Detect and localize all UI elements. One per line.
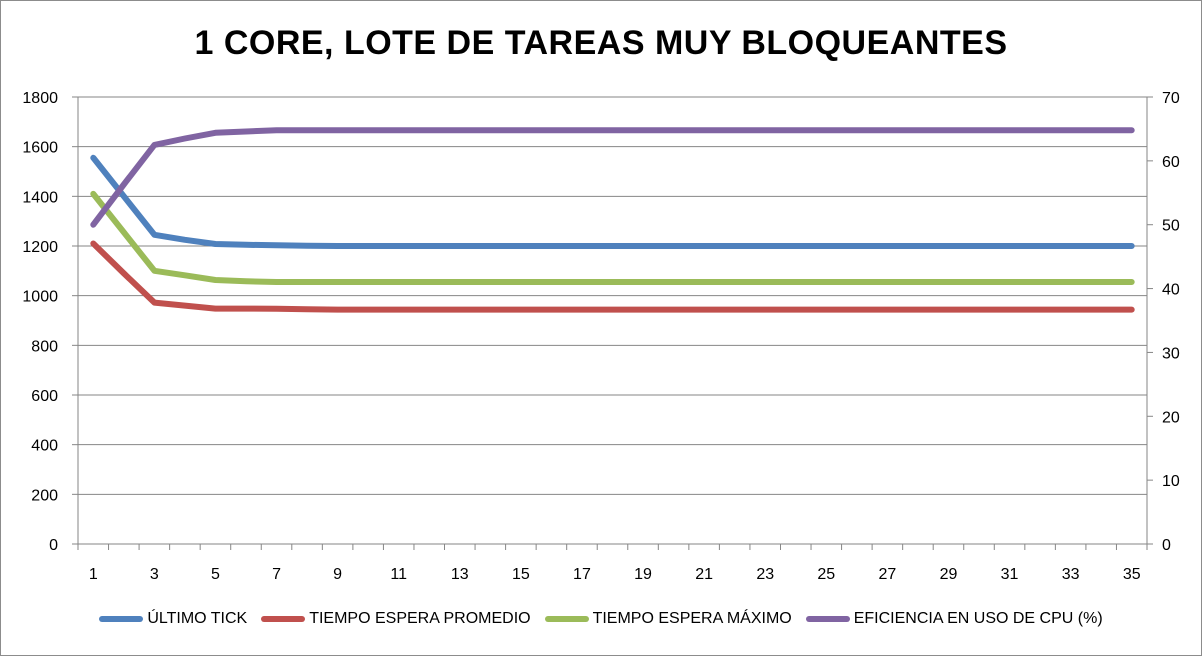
x-tick-label: 11 — [390, 566, 407, 583]
series-line-tiempo-espera-m-ximo — [90, 190, 1135, 285]
y-left-tick-label: 200 — [31, 487, 58, 504]
x-tick-label: 17 — [573, 566, 591, 583]
y-left-tick-label: 1600 — [22, 140, 58, 157]
y-right-tick-label: 60 — [1162, 154, 1180, 171]
x-tick-label: 35 — [1123, 566, 1141, 583]
x-tick-label: 3 — [150, 566, 159, 583]
x-tick-label: 31 — [1001, 566, 1019, 583]
y-right-tick-label: 30 — [1162, 345, 1180, 362]
legend-label: TIEMPO ESPERA PROMEDIO — [309, 610, 531, 627]
y-left-tick-label: 1000 — [22, 289, 58, 306]
y-left-tick-label: 800 — [31, 338, 58, 355]
chart-title: 1 CORE, LOTE DE TAREAS MUY BLOQUEANTES — [194, 24, 1008, 62]
series-line-ltimo-tick — [90, 154, 1135, 249]
legend-swatch — [805, 616, 850, 622]
y-right-tick-label: 70 — [1162, 90, 1180, 107]
y-left-tick-label: 400 — [31, 438, 58, 455]
x-tick-label: 27 — [878, 566, 896, 583]
y-left-tick-label: 1800 — [22, 90, 58, 107]
y-right-tick-label: 20 — [1162, 409, 1180, 426]
legend-swatch — [261, 616, 306, 622]
series-line-tiempo-espera-promedio — [90, 240, 1135, 313]
series-line-eficiencia-en-uso-de-cpu — [90, 127, 1135, 228]
legend-label: TIEMPO ESPERA MÁXIMO — [592, 610, 792, 627]
series-lines — [90, 127, 1135, 313]
y-right-tick-label: 50 — [1162, 218, 1180, 235]
x-tick-label: 29 — [940, 566, 958, 583]
y-right-tick-label: 40 — [1162, 282, 1180, 299]
x-tick-label: 33 — [1062, 566, 1080, 583]
x-tick-label: 5 — [211, 566, 220, 583]
y-left-tick-label: 0 — [49, 537, 58, 554]
legend: ÚLTIMO TICK TIEMPO ESPERA PROMEDIO TIEMP… — [0, 606, 1202, 632]
x-tick-label: 23 — [756, 566, 774, 583]
legend-label: ÚLTIMO TICK — [147, 610, 248, 627]
axes — [72, 96, 1153, 550]
x-tick-label: 21 — [695, 566, 713, 583]
legend-swatch — [99, 616, 144, 622]
gridlines — [78, 96, 1147, 495]
y-right-tick-label: 0 — [1162, 537, 1171, 554]
legend-label: EFICIENCIA EN USO DE CPU (%) — [853, 610, 1103, 627]
x-tick-label: 15 — [512, 566, 530, 583]
y-left-tick-label: 600 — [31, 388, 58, 405]
y-right-tick-label: 10 — [1162, 473, 1180, 490]
x-tick-label: 19 — [634, 566, 652, 583]
legend-swatch — [544, 616, 589, 622]
legend-item-tiempo-espera-maximo: TIEMPO ESPERA MÁXIMO — [544, 610, 792, 628]
y-left-tick-label: 1400 — [22, 189, 58, 206]
legend-item-tiempo-espera-promedio: TIEMPO ESPERA PROMEDIO — [261, 610, 531, 628]
y-left-tick-label: 1200 — [22, 239, 58, 256]
x-tick-label: 25 — [817, 566, 835, 583]
tick-labels: 0 200 400 600 800 1000 1200 1400 1600 1800 0 10 20 30… — [22, 90, 1179, 583]
legend-item-eficiencia-cpu: EFICIENCIA EN USO DE CPU (%) — [805, 610, 1103, 628]
x-tick-label: 1 — [89, 566, 98, 583]
x-tick-label: 7 — [272, 566, 281, 583]
x-tick-label: 9 — [333, 566, 342, 583]
legend-item-ultimo-tick: ÚLTIMO TICK — [99, 610, 247, 628]
x-tick-label: 13 — [451, 566, 469, 583]
